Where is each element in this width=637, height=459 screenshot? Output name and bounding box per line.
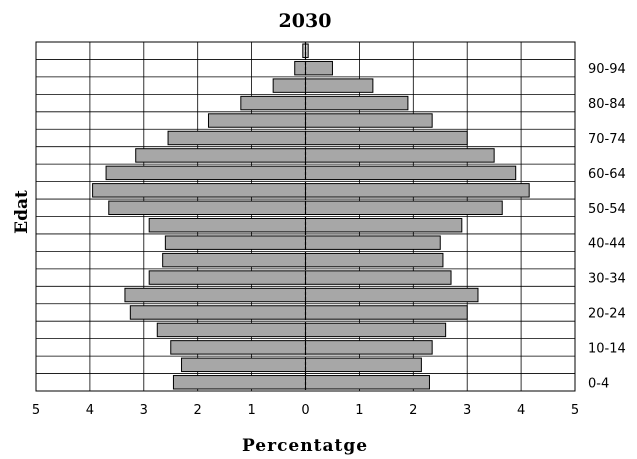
- y-tick-label: 70-74: [588, 132, 626, 147]
- y-tick-label: 80-84: [588, 97, 626, 112]
- bar-right-20-24: [305, 305, 468, 320]
- bar-right-55-59: [305, 183, 530, 198]
- bars-group: [92, 42, 530, 391]
- bar-left-0-4: [172, 375, 306, 390]
- x-tick-label: 5: [32, 403, 40, 418]
- y-tick-label: 30-34: [588, 272, 626, 287]
- x-tick-label: 5: [571, 403, 579, 418]
- bar-left-10-14: [170, 340, 306, 355]
- bar-left-90-94: [294, 60, 307, 76]
- bar-left-45-49: [148, 218, 306, 233]
- bar-right-0-4: [305, 375, 430, 390]
- bar-right-15-19: [305, 322, 447, 338]
- x-tick-labels: 5 4 3 2 1 0 1 2 3 4 5: [32, 403, 579, 418]
- x-tick-label: 4: [86, 403, 94, 418]
- bar-right-50-54: [305, 200, 503, 216]
- x-tick-label: 2: [409, 403, 417, 418]
- x-tick-label: 3: [463, 403, 471, 418]
- y-tick-label: 10-14: [588, 341, 626, 356]
- bar-right-40-44: [305, 235, 441, 250]
- bar-left-30-34: [148, 270, 306, 285]
- bar-left-60-64: [105, 165, 306, 181]
- y-tick-label: 50-54: [588, 202, 626, 217]
- x-tick-label: 1: [247, 403, 255, 418]
- bar-right-85-89: [305, 78, 374, 93]
- bar-right-70-74: [305, 130, 468, 146]
- bar-left-5-9: [181, 357, 306, 373]
- bar-right-80-84: [305, 95, 409, 111]
- bar-left-85-89: [272, 78, 307, 93]
- bar-right-35-39: [305, 252, 444, 268]
- bar-left-80-84: [240, 95, 307, 111]
- y-tick-label: 90-94: [588, 62, 626, 77]
- bar-left-55-59: [92, 183, 306, 198]
- bar-left-35-39: [162, 252, 306, 268]
- y-axis-label: Edat: [12, 190, 32, 234]
- bar-left-65-69: [135, 148, 306, 163]
- bar-left-25-29: [124, 287, 306, 303]
- bar-left-50-54: [108, 200, 306, 216]
- chart-title: 2030: [279, 10, 332, 32]
- bar-left-15-19: [156, 322, 306, 338]
- bar-left-70-74: [167, 130, 306, 146]
- y-tick-label: 60-64: [588, 167, 626, 182]
- bar-right-45-49: [305, 218, 463, 233]
- bar-right-65-69: [305, 148, 495, 163]
- bar-right-30-34: [305, 270, 452, 285]
- y-tick-label: 0-4: [588, 376, 609, 391]
- bar-right-25-29: [305, 287, 479, 303]
- bar-right-10-14: [305, 340, 433, 355]
- bar-left-75-79: [207, 113, 306, 128]
- bar-right-90-94: [305, 60, 333, 76]
- bar-right-75-79: [305, 113, 433, 128]
- x-tick-label: 0: [301, 403, 309, 418]
- x-tick-label: 3: [140, 403, 148, 418]
- bar-right-60-64: [305, 165, 517, 181]
- x-tick-label: 1: [355, 403, 363, 418]
- y-tick-labels: 90-94 80-84 70-74 60-64 50-54 40-44 30-34 20-24…: [588, 62, 626, 391]
- x-axis-label: Percentatge: [242, 436, 368, 456]
- bar-right-95+: [305, 43, 309, 58]
- bar-left-40-44: [164, 235, 306, 250]
- bar-left-20-24: [129, 305, 306, 320]
- bar-right-5-9: [305, 357, 422, 373]
- y-tick-label: 40-44: [588, 237, 626, 252]
- x-tick-label: 2: [194, 403, 202, 418]
- y-tick-label: 20-24: [588, 306, 626, 321]
- x-tick-label: 4: [517, 403, 525, 418]
